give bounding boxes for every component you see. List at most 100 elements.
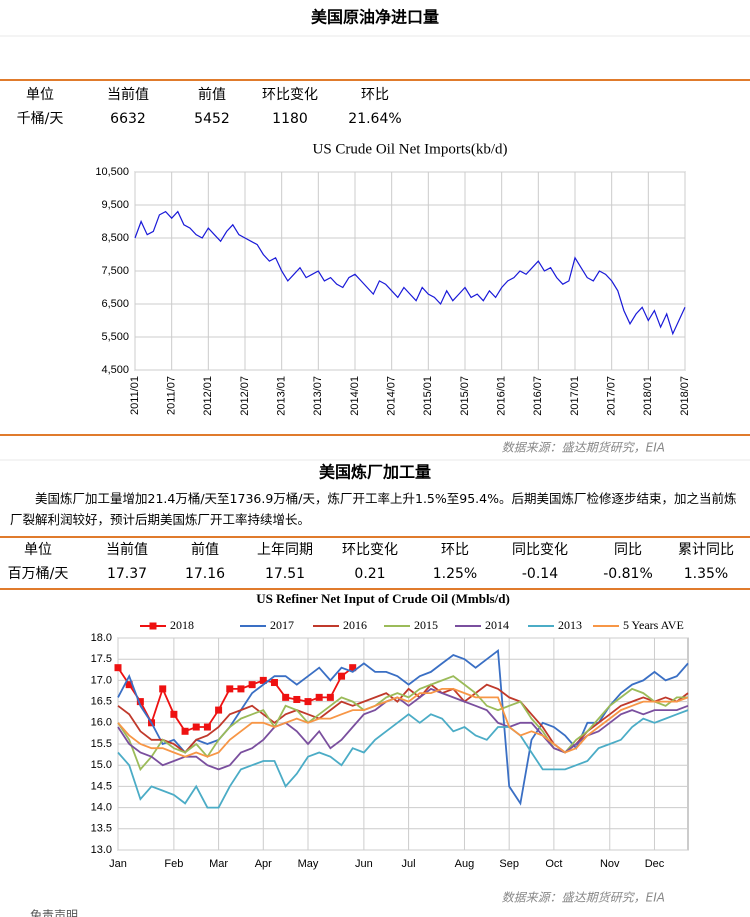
y-tick-label: 16.0 [91,717,112,729]
legend-swatch [149,622,157,630]
y-tick-label: 5,500 [101,331,129,343]
table-header: 环比 [441,542,469,558]
table-cell: -0.14 [522,566,558,582]
point [338,672,346,680]
point [125,681,133,689]
table-header: 环比变化 [342,542,398,558]
line-series [117,648,689,806]
legend-label: 2013 [558,618,582,632]
table-cell: 千桶/天 [17,111,64,127]
table-header: 当前值 [106,541,148,558]
x-tick-label: 2017/01 [569,376,581,416]
table-header: 同比变化 [512,542,568,558]
table-cell: 1.35% [684,566,728,582]
y-tick-label: 14.5 [91,780,112,792]
source: 数据来源：盛达期货研究，EIA [502,441,665,455]
table-header: 同比 [614,542,642,558]
legend-label: 2018 [170,618,194,632]
point [282,693,290,701]
x-tick-label: 2011/01 [129,376,141,415]
x-tick-label: Apr [255,858,272,870]
line-series [117,709,689,809]
table-header: 单位 [26,87,54,103]
chart-title: US Crude Oil Net Imports(kb/d) [313,141,508,157]
point [114,664,122,672]
legend-label: 2014 [485,618,509,632]
y-tick-label: 7,500 [101,265,129,277]
line-series [117,666,354,733]
point [259,676,267,684]
point [136,698,144,706]
chart-title: US Refiner Net Input of Crude Oil (Mmbls… [256,591,510,606]
y-tick-label: 8,500 [101,232,129,244]
y-tick-label: 13.0 [91,844,112,856]
table-cell: 百万桶/天 [8,566,69,582]
x-tick-label: Jul [402,858,416,870]
line-series [117,688,689,758]
table-cell: -0.81% [603,566,653,582]
line-series [117,675,688,772]
point [293,695,301,703]
y-tick-label: 17.0 [91,674,112,686]
legend-label: 2017 [270,618,294,632]
x-tick-label: 2018/07 [679,376,691,416]
x-tick-label: Nov [600,858,620,870]
y-tick-label: 9,500 [101,199,129,211]
x-tick-label: 2013/01 [276,376,288,416]
table-cell: 17.51 [265,566,305,582]
x-tick-label: Dec [645,858,665,870]
x-tick-label: Sep [499,858,519,870]
table-header: 环比变化 [262,87,318,103]
point [192,723,200,731]
paragraph: 美国炼厂加工量增加21.4万桶/天至1736.9万桶/天，炼厂开工率上升1.5%… [10,491,737,527]
point [170,710,178,718]
y-tick-label: 15.5 [91,738,112,750]
x-tick-label: 2014/07 [386,376,398,416]
table-cell: 17.16 [185,566,225,582]
point [326,693,334,701]
x-tick-label: May [298,858,319,870]
y-tick-label: 6,500 [101,298,129,310]
y-tick-label: 16.5 [91,696,112,708]
point [304,698,312,706]
x-tick-label: 2016/07 [532,376,544,416]
table-header: 当前值 [107,86,149,103]
table-cell: 21.64% [348,111,401,127]
x-tick-label: Feb [164,858,183,870]
x-tick-label: 2018/01 [642,376,654,416]
y-tick-label: 17.5 [91,653,112,665]
x-tick-label: 2015/01 [422,376,434,416]
x-tick-label: Aug [455,858,475,870]
y-tick-label: 4,500 [101,364,129,376]
table-header: 前值 [198,86,226,103]
point [315,693,323,701]
x-tick-label: 2017/07 [606,376,618,416]
x-tick-label: Jan [109,858,127,870]
section-title: 美国原油净进口量 [311,8,439,27]
x-tick-label: 2013/07 [312,376,324,416]
table-header: 上年同期 [257,542,313,558]
y-tick-label: 10,500 [95,166,129,178]
table-cell: 17.37 [107,566,147,582]
legend-label: 2015 [414,618,438,632]
table-header: 累计同比 [678,542,734,558]
y-tick-label: 13.5 [91,823,112,835]
table-header: 前值 [191,541,219,558]
x-tick-label: 2011/07 [166,376,178,415]
x-tick-label: 2012/01 [202,376,214,416]
table-header: 单位 [24,542,52,558]
point [237,685,245,693]
point [203,723,211,731]
legend-label: 5 Years AVE [623,618,684,632]
x-tick-label: 2014/01 [349,376,361,416]
line-series [134,210,686,336]
y-tick-label: 14.0 [91,802,112,814]
point [181,727,189,735]
x-tick-label: 2012/07 [239,376,251,416]
point [248,681,256,689]
y-tick-label: 18.0 [91,632,112,644]
table-header: 环比 [361,87,389,103]
table-cell: 5452 [194,111,230,127]
x-tick-label: Oct [545,858,562,870]
table-cell: 0.21 [354,566,385,582]
